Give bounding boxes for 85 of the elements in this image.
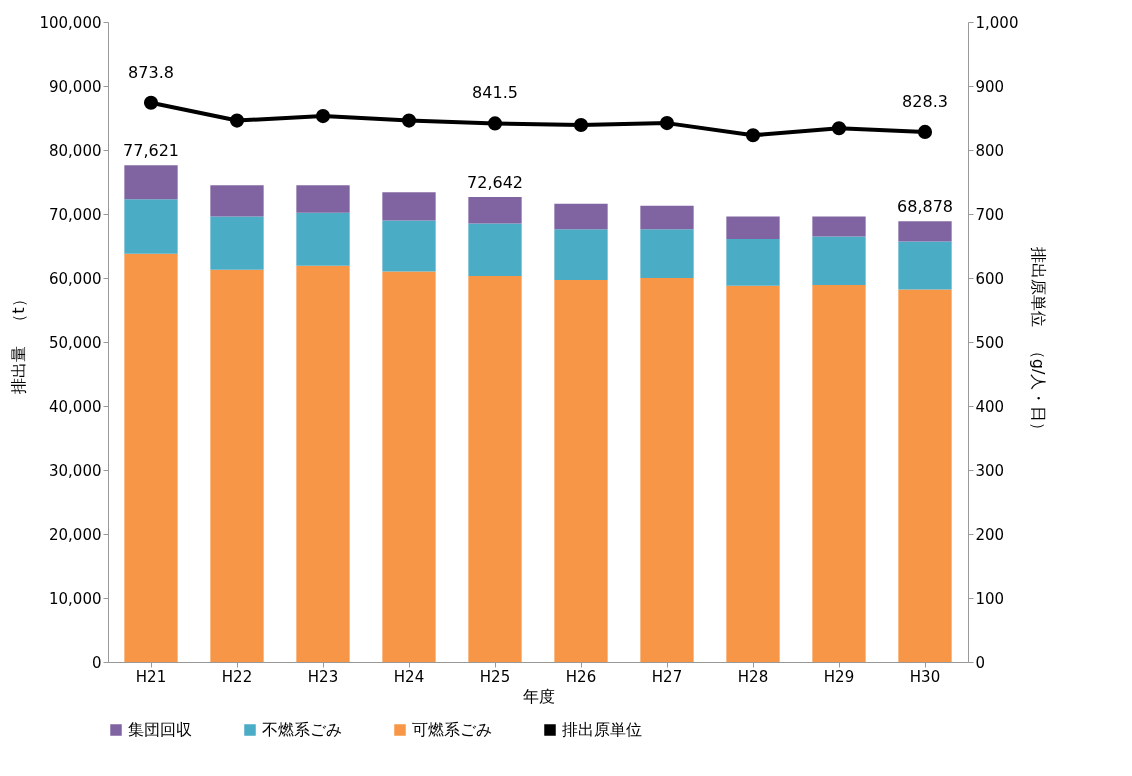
- bar: [296, 212, 350, 266]
- bar: [898, 221, 952, 242]
- bar: [640, 229, 694, 278]
- bar: [124, 199, 178, 254]
- y-tick-label: 50,000: [49, 333, 102, 352]
- total-label: 72,642: [467, 173, 523, 193]
- x-tick-label: H30: [909, 667, 941, 686]
- bar: [554, 279, 608, 662]
- bar: [554, 203, 608, 230]
- legend-label: 集団回収: [128, 720, 192, 739]
- point: [401, 113, 417, 128]
- bar: [124, 165, 178, 200]
- y-tick-label: 30,000: [49, 461, 102, 480]
- y-tick-label: 20,000: [49, 525, 102, 544]
- bar: [726, 285, 780, 662]
- bar: [726, 238, 780, 286]
- bar: [898, 241, 952, 290]
- point: [143, 95, 159, 110]
- bar: [640, 205, 694, 230]
- y-tick-label: 70,000: [49, 205, 102, 224]
- legend-label: 可燃系ごみ: [412, 720, 492, 739]
- bar: [210, 269, 264, 662]
- y2-tick-label: 0: [975, 653, 986, 672]
- point: [659, 116, 675, 131]
- y2-tick-label: 700: [975, 205, 1005, 224]
- bar: [210, 216, 264, 270]
- y2-tick-label: 300: [975, 461, 1005, 480]
- point: [315, 109, 331, 124]
- point: [831, 121, 847, 136]
- bar: [640, 278, 694, 662]
- y-tick-label: 100,000: [39, 13, 102, 32]
- bar: [468, 197, 522, 224]
- point: [917, 124, 933, 139]
- bar: [382, 271, 436, 662]
- x-tick-label: H27: [651, 667, 683, 686]
- data-label: 841.5: [472, 83, 518, 103]
- legend-label: 排出原単位: [562, 720, 642, 739]
- y2-tick-label: 500: [975, 333, 1005, 352]
- y2-tick-label: 100: [975, 589, 1005, 608]
- bar: [296, 185, 350, 213]
- bar: [382, 220, 436, 272]
- y2-tick-label: 1,000: [975, 13, 1019, 32]
- bar: [210, 185, 264, 217]
- x-tick-label: H21: [135, 667, 167, 686]
- y2-tick-label: 200: [975, 525, 1005, 544]
- bar: [468, 223, 522, 277]
- point: [229, 113, 245, 128]
- x-tick-label: H25: [479, 667, 511, 686]
- bar: [812, 285, 866, 662]
- y2-tick-label: 900: [975, 77, 1005, 96]
- bar: [296, 265, 350, 662]
- x-tick-label: H24: [393, 667, 425, 686]
- x-tick-label: H29: [823, 667, 855, 686]
- y2-tick-label: 800: [975, 141, 1005, 160]
- data-label: 828.3: [902, 91, 948, 111]
- y-tick-label: 0: [91, 653, 102, 672]
- point: [573, 117, 589, 133]
- bar: [124, 253, 178, 662]
- total-label: 68,878: [897, 197, 953, 217]
- x-tick-label: H26: [565, 667, 597, 686]
- bar: [898, 289, 952, 662]
- x-tick-label: H23: [307, 667, 339, 686]
- data-label: 873.8: [128, 62, 174, 82]
- x-tick-label: H22: [221, 667, 253, 686]
- y-tick-label: 40,000: [49, 397, 102, 416]
- bar: [468, 276, 522, 662]
- bar: [726, 216, 780, 239]
- legend-label: 不燃系ごみ: [262, 720, 342, 739]
- x-axis-title: 年度: [522, 686, 555, 706]
- y-tick-label: 90,000: [49, 77, 102, 96]
- bar: [812, 236, 866, 286]
- y-tick-label: 80,000: [49, 141, 102, 160]
- y-tick-label: 60,000: [49, 269, 102, 288]
- bar: [812, 216, 866, 237]
- point: [745, 128, 761, 143]
- bar: [382, 192, 436, 221]
- y2-axis-title: 排出原単位 （g/人・日）: [1029, 246, 1049, 439]
- bar: [554, 229, 608, 280]
- point: [487, 116, 503, 131]
- x-tick-label: H28: [737, 667, 769, 686]
- y2-tick-label: 400: [975, 397, 1005, 416]
- y-axis-title: 排出量 （t）: [9, 291, 29, 394]
- y2-tick-label: 600: [975, 269, 1005, 288]
- y-tick-label: 10,000: [49, 589, 102, 608]
- total-label: 77,621: [123, 141, 179, 161]
